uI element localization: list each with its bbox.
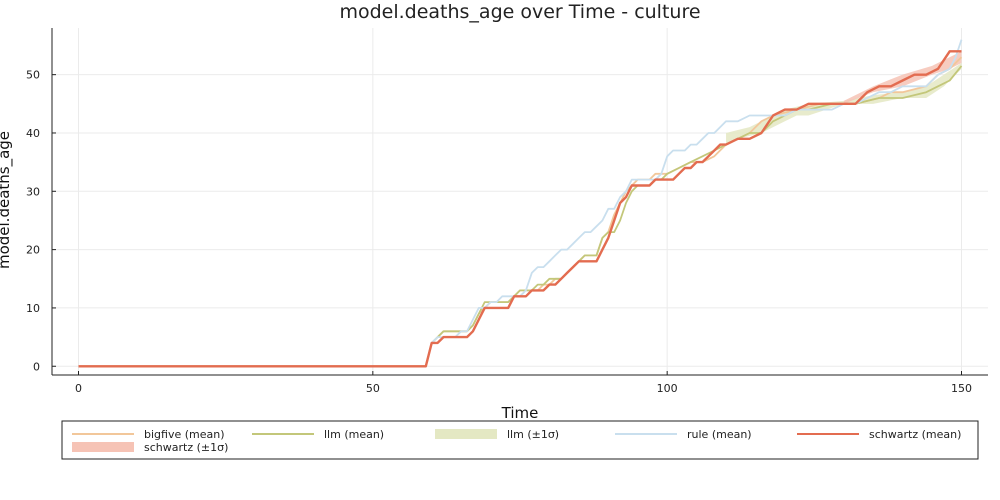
band-1 (843, 51, 962, 104)
legend-swatch (72, 442, 134, 452)
legend-item-llm-mean: llm (mean) (252, 428, 384, 441)
legend-item-bigfive-mean: bigfive (mean) (72, 428, 225, 441)
ticks-layer: 0 50 100 150 0 10 20 30 40 50 (26, 69, 972, 395)
series-line-llm (78, 65, 963, 368)
x-tick-label: 50 (366, 382, 380, 395)
legend-box (61, 420, 979, 460)
legend-item-llm-band: llm (±1σ) (435, 428, 559, 441)
series-layer (78, 39, 963, 368)
y-tick-label: 40 (26, 127, 40, 140)
legend-label: rule (mean) (687, 428, 752, 441)
legend-label: llm (±1σ) (507, 428, 559, 441)
legend-label: schwartz (±1σ) (144, 441, 228, 454)
band-layer (726, 51, 962, 145)
y-tick-label: 0 (33, 360, 40, 373)
legend-item-schwartz-mean: schwartz (mean) (797, 428, 961, 441)
grid-layer (52, 28, 988, 375)
legend-item-rule-mean: rule (mean) (615, 428, 752, 441)
legend: bigfive (mean) llm (mean) llm (±1σ) rule (m… (61, 420, 979, 460)
x-tick-label: 0 (75, 382, 82, 395)
y-tick-label: 20 (26, 244, 40, 257)
x-axis-label: Time (501, 404, 539, 422)
legend-label: schwartz (mean) (869, 428, 961, 441)
x-tick-label: 100 (657, 382, 678, 395)
x-tick-label: 150 (951, 382, 972, 395)
chart-title: model.deaths_age over Time - culture (339, 1, 700, 23)
series-line-schwartz (78, 50, 962, 368)
y-tick-label: 50 (26, 69, 40, 82)
y-tick-label: 30 (26, 185, 40, 198)
legend-swatch (435, 429, 497, 439)
y-tick-label: 10 (26, 302, 40, 315)
legend-label: bigfive (mean) (144, 428, 225, 441)
y-axis-label: model.deaths_age (0, 131, 14, 269)
axes-layer (51, 28, 988, 376)
series-line-rule (78, 39, 963, 368)
legend-item-schwartz-band: schwartz (±1σ) (72, 441, 228, 454)
legend-label: llm (mean) (324, 428, 384, 441)
